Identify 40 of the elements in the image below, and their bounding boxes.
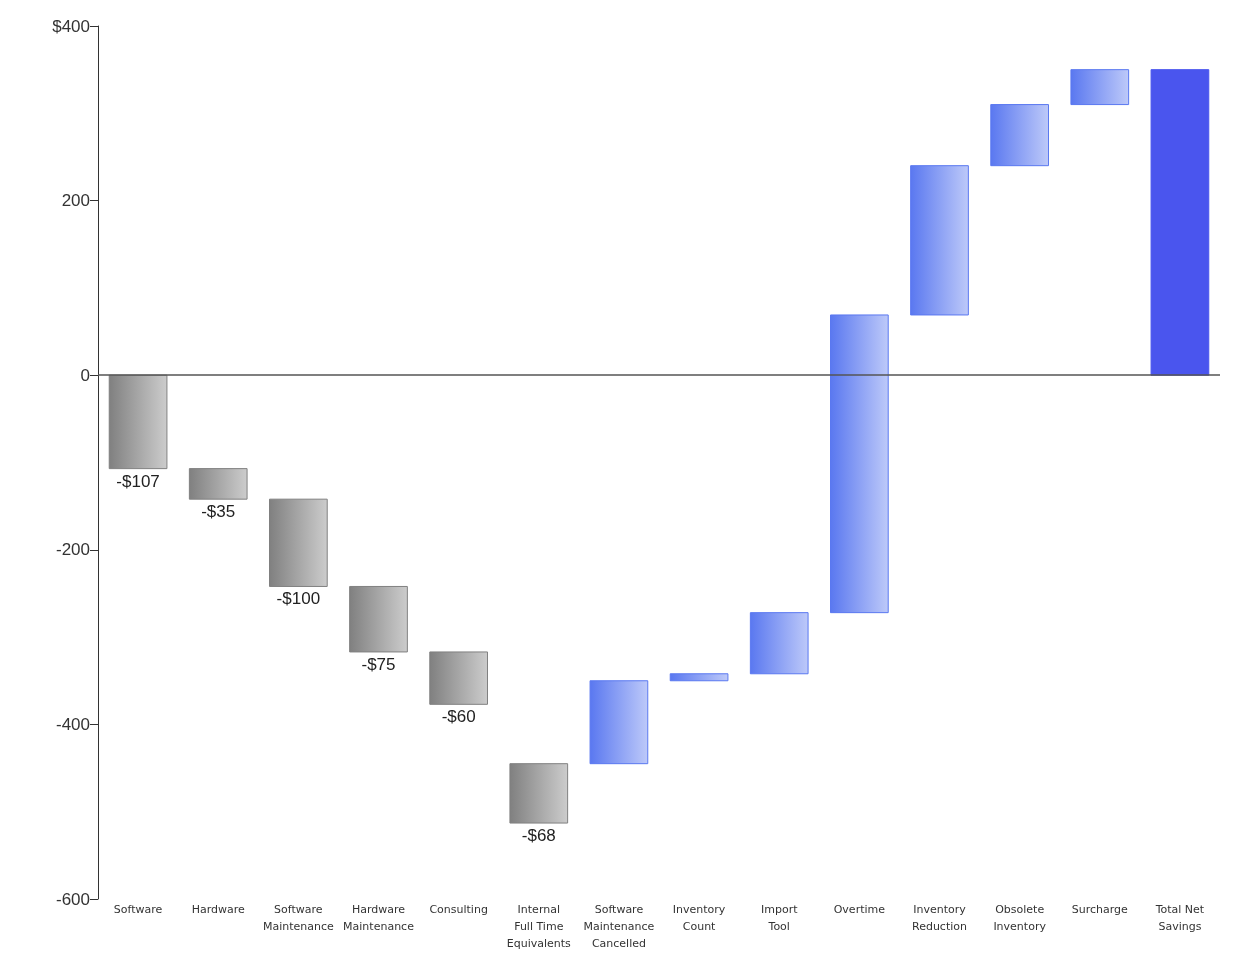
bar [749, 612, 809, 675]
bar [589, 680, 649, 765]
bar [1070, 69, 1130, 106]
x-tick-label: Internal Full Time Equivalents [506, 903, 572, 950]
x-tick-label: Inventory Count [672, 903, 726, 933]
x-tick-label: Software Maintenance Cancelled [583, 903, 655, 950]
x-tick-label: Obsolete Inventory [993, 903, 1047, 933]
data-label: -$107 [116, 471, 160, 491]
bar [349, 585, 408, 653]
bar [188, 468, 248, 500]
bar [669, 673, 729, 682]
y-tick-label: 200 [61, 191, 90, 211]
y-tick-label: -200 [55, 540, 90, 560]
bar [830, 314, 889, 614]
x-tick-label: Inventory Reduction [912, 903, 968, 933]
data-label: -$75 [361, 654, 396, 674]
data-label: -$35 [201, 502, 236, 522]
y-tick-label: $400 [52, 16, 90, 36]
data-label: -$100 [276, 589, 321, 609]
data-label: -$68 [521, 826, 556, 846]
bar [910, 165, 969, 316]
x-tick-label: Software [113, 903, 163, 916]
bar [108, 374, 168, 470]
bar [509, 763, 569, 824]
x-tick-label: Consulting [429, 903, 488, 916]
bar [429, 651, 488, 705]
bar [990, 104, 1049, 167]
y-tick-label: 0 [80, 365, 90, 385]
x-tick-label: Overtime [833, 903, 886, 916]
x-tick-label: Hardware [191, 903, 245, 916]
y-tick-label: -400 [55, 714, 90, 734]
x-tick-label: Import Tool [760, 903, 799, 933]
y-tick-label: -600 [55, 889, 90, 909]
bar [269, 498, 328, 587]
x-tick-label: Total Net Savings [1154, 903, 1205, 933]
x-tick-label: Hardware Maintenance [343, 903, 415, 933]
x-tick-label: Surcharge [1071, 903, 1129, 916]
data-label: -$60 [441, 707, 476, 727]
bar [1150, 69, 1210, 376]
x-tick-label: Software Maintenance [262, 903, 335, 933]
